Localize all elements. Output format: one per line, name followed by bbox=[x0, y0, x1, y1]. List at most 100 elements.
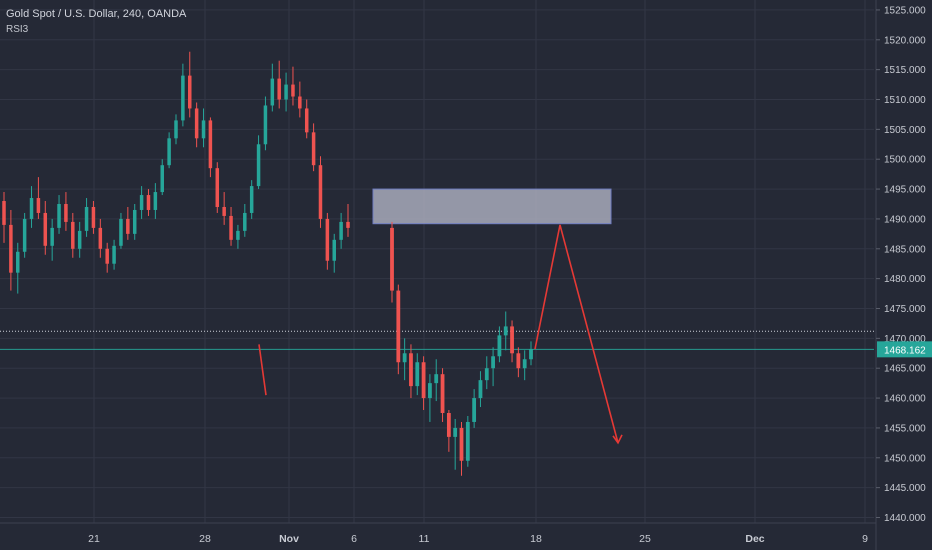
time-tick-label: Dec bbox=[745, 533, 764, 545]
candle-body bbox=[208, 120, 213, 169]
price-tick-label: 1490.000 bbox=[884, 214, 926, 225]
candle-body bbox=[459, 427, 464, 461]
candle-body bbox=[77, 230, 82, 249]
candle-body bbox=[434, 374, 439, 384]
candle-body bbox=[119, 218, 123, 246]
candle-body bbox=[153, 192, 158, 210]
price-axis-panel bbox=[876, 0, 932, 550]
candle-body bbox=[402, 353, 407, 363]
time-tick-label: 18 bbox=[530, 533, 542, 545]
candle-body bbox=[194, 108, 199, 139]
candle-body bbox=[236, 230, 240, 240]
candle-body bbox=[446, 413, 451, 437]
candle-body bbox=[64, 204, 68, 222]
candle-body bbox=[188, 75, 192, 109]
candle-body bbox=[396, 290, 401, 363]
candle-body bbox=[29, 198, 34, 219]
candle-body bbox=[146, 195, 151, 210]
time-tick-label: 11 bbox=[419, 533, 430, 545]
price-tick-label: 1480.000 bbox=[884, 274, 926, 285]
time-tick-label: 9 bbox=[862, 533, 868, 545]
candle-body bbox=[472, 398, 477, 422]
chart-title: Gold Spot / U.S. Dollar, 240, OANDA bbox=[6, 8, 187, 20]
candle-body bbox=[160, 165, 164, 193]
candle-body bbox=[440, 374, 445, 414]
time-tick-label: 21 bbox=[88, 533, 100, 545]
candle-body bbox=[91, 206, 96, 228]
time-tick-label: 6 bbox=[351, 533, 357, 545]
candle-body bbox=[291, 84, 295, 97]
time-tick-label: 25 bbox=[639, 533, 651, 545]
price-tick-label: 1505.000 bbox=[884, 125, 926, 136]
candle-body bbox=[263, 105, 268, 145]
candle-body bbox=[201, 120, 206, 139]
candle-body bbox=[2, 201, 6, 225]
price-tick-label: 1450.000 bbox=[884, 453, 926, 464]
candle-body bbox=[57, 204, 61, 228]
candle-body bbox=[16, 251, 20, 273]
price-tick-label: 1525.000 bbox=[884, 5, 926, 16]
candle-body bbox=[50, 227, 54, 246]
candle-body bbox=[9, 224, 13, 273]
candle-body bbox=[325, 218, 330, 261]
candle-body bbox=[491, 356, 495, 369]
candle-body bbox=[36, 198, 41, 213]
current-price-label: 1468.162 bbox=[884, 345, 926, 356]
candle-body bbox=[43, 212, 48, 246]
candle-body bbox=[390, 227, 394, 291]
price-tick-label: 1465.000 bbox=[884, 364, 926, 375]
candle-body bbox=[256, 144, 261, 187]
price-tick-label: 1510.000 bbox=[884, 95, 926, 106]
candle-body bbox=[112, 245, 116, 264]
candle-body bbox=[243, 212, 247, 231]
candle-body bbox=[428, 383, 432, 399]
candle-body bbox=[215, 168, 220, 207]
candle-body bbox=[84, 206, 89, 231]
candle-body bbox=[453, 427, 458, 437]
price-tick-label: 1515.000 bbox=[884, 65, 926, 76]
candle-body bbox=[516, 353, 521, 369]
candle-body bbox=[339, 221, 343, 240]
candle-body bbox=[465, 421, 470, 461]
current-price-badge bbox=[877, 341, 932, 358]
candle-body bbox=[249, 186, 254, 213]
candle-body bbox=[270, 78, 275, 106]
candle-body bbox=[529, 349, 533, 360]
price-tick-label: 1475.000 bbox=[884, 304, 926, 315]
candle-body bbox=[139, 195, 144, 210]
price-tick-label: 1500.000 bbox=[884, 155, 926, 166]
price-tick-label: 1485.000 bbox=[884, 244, 926, 255]
candle-body bbox=[167, 138, 171, 166]
price-tick-label: 1440.000 bbox=[884, 513, 926, 524]
price-tick-label: 1460.000 bbox=[884, 394, 926, 405]
candle-body bbox=[126, 218, 130, 234]
price-tick-label: 1470.000 bbox=[884, 334, 926, 345]
candle-body bbox=[510, 326, 514, 354]
price-tick-label: 1495.000 bbox=[884, 185, 926, 196]
candle-body bbox=[497, 335, 502, 357]
candle-body bbox=[298, 96, 302, 109]
candle-body bbox=[522, 359, 527, 369]
candle-body bbox=[332, 239, 336, 261]
price-tick-label: 1445.000 bbox=[884, 483, 926, 494]
candle-body bbox=[346, 221, 350, 228]
candle-body bbox=[229, 215, 233, 240]
time-tick-label: 28 bbox=[199, 533, 211, 545]
projected-path-arrowhead bbox=[612, 434, 623, 445]
candle-body bbox=[415, 362, 420, 387]
indicator-label: RSI3 bbox=[6, 24, 29, 35]
time-tick-label: Nov bbox=[279, 533, 299, 545]
supply-zone-rect bbox=[372, 188, 612, 225]
candle-body bbox=[22, 218, 27, 252]
candle-body bbox=[181, 75, 185, 121]
candle-body bbox=[304, 108, 309, 133]
candle-body bbox=[409, 353, 413, 387]
price-tick-label: 1520.000 bbox=[884, 35, 926, 46]
candle-body bbox=[421, 362, 426, 399]
candle-body bbox=[132, 209, 137, 234]
candle-body bbox=[318, 165, 323, 219]
candle-body bbox=[311, 132, 316, 166]
projected-path-line bbox=[534, 224, 619, 444]
